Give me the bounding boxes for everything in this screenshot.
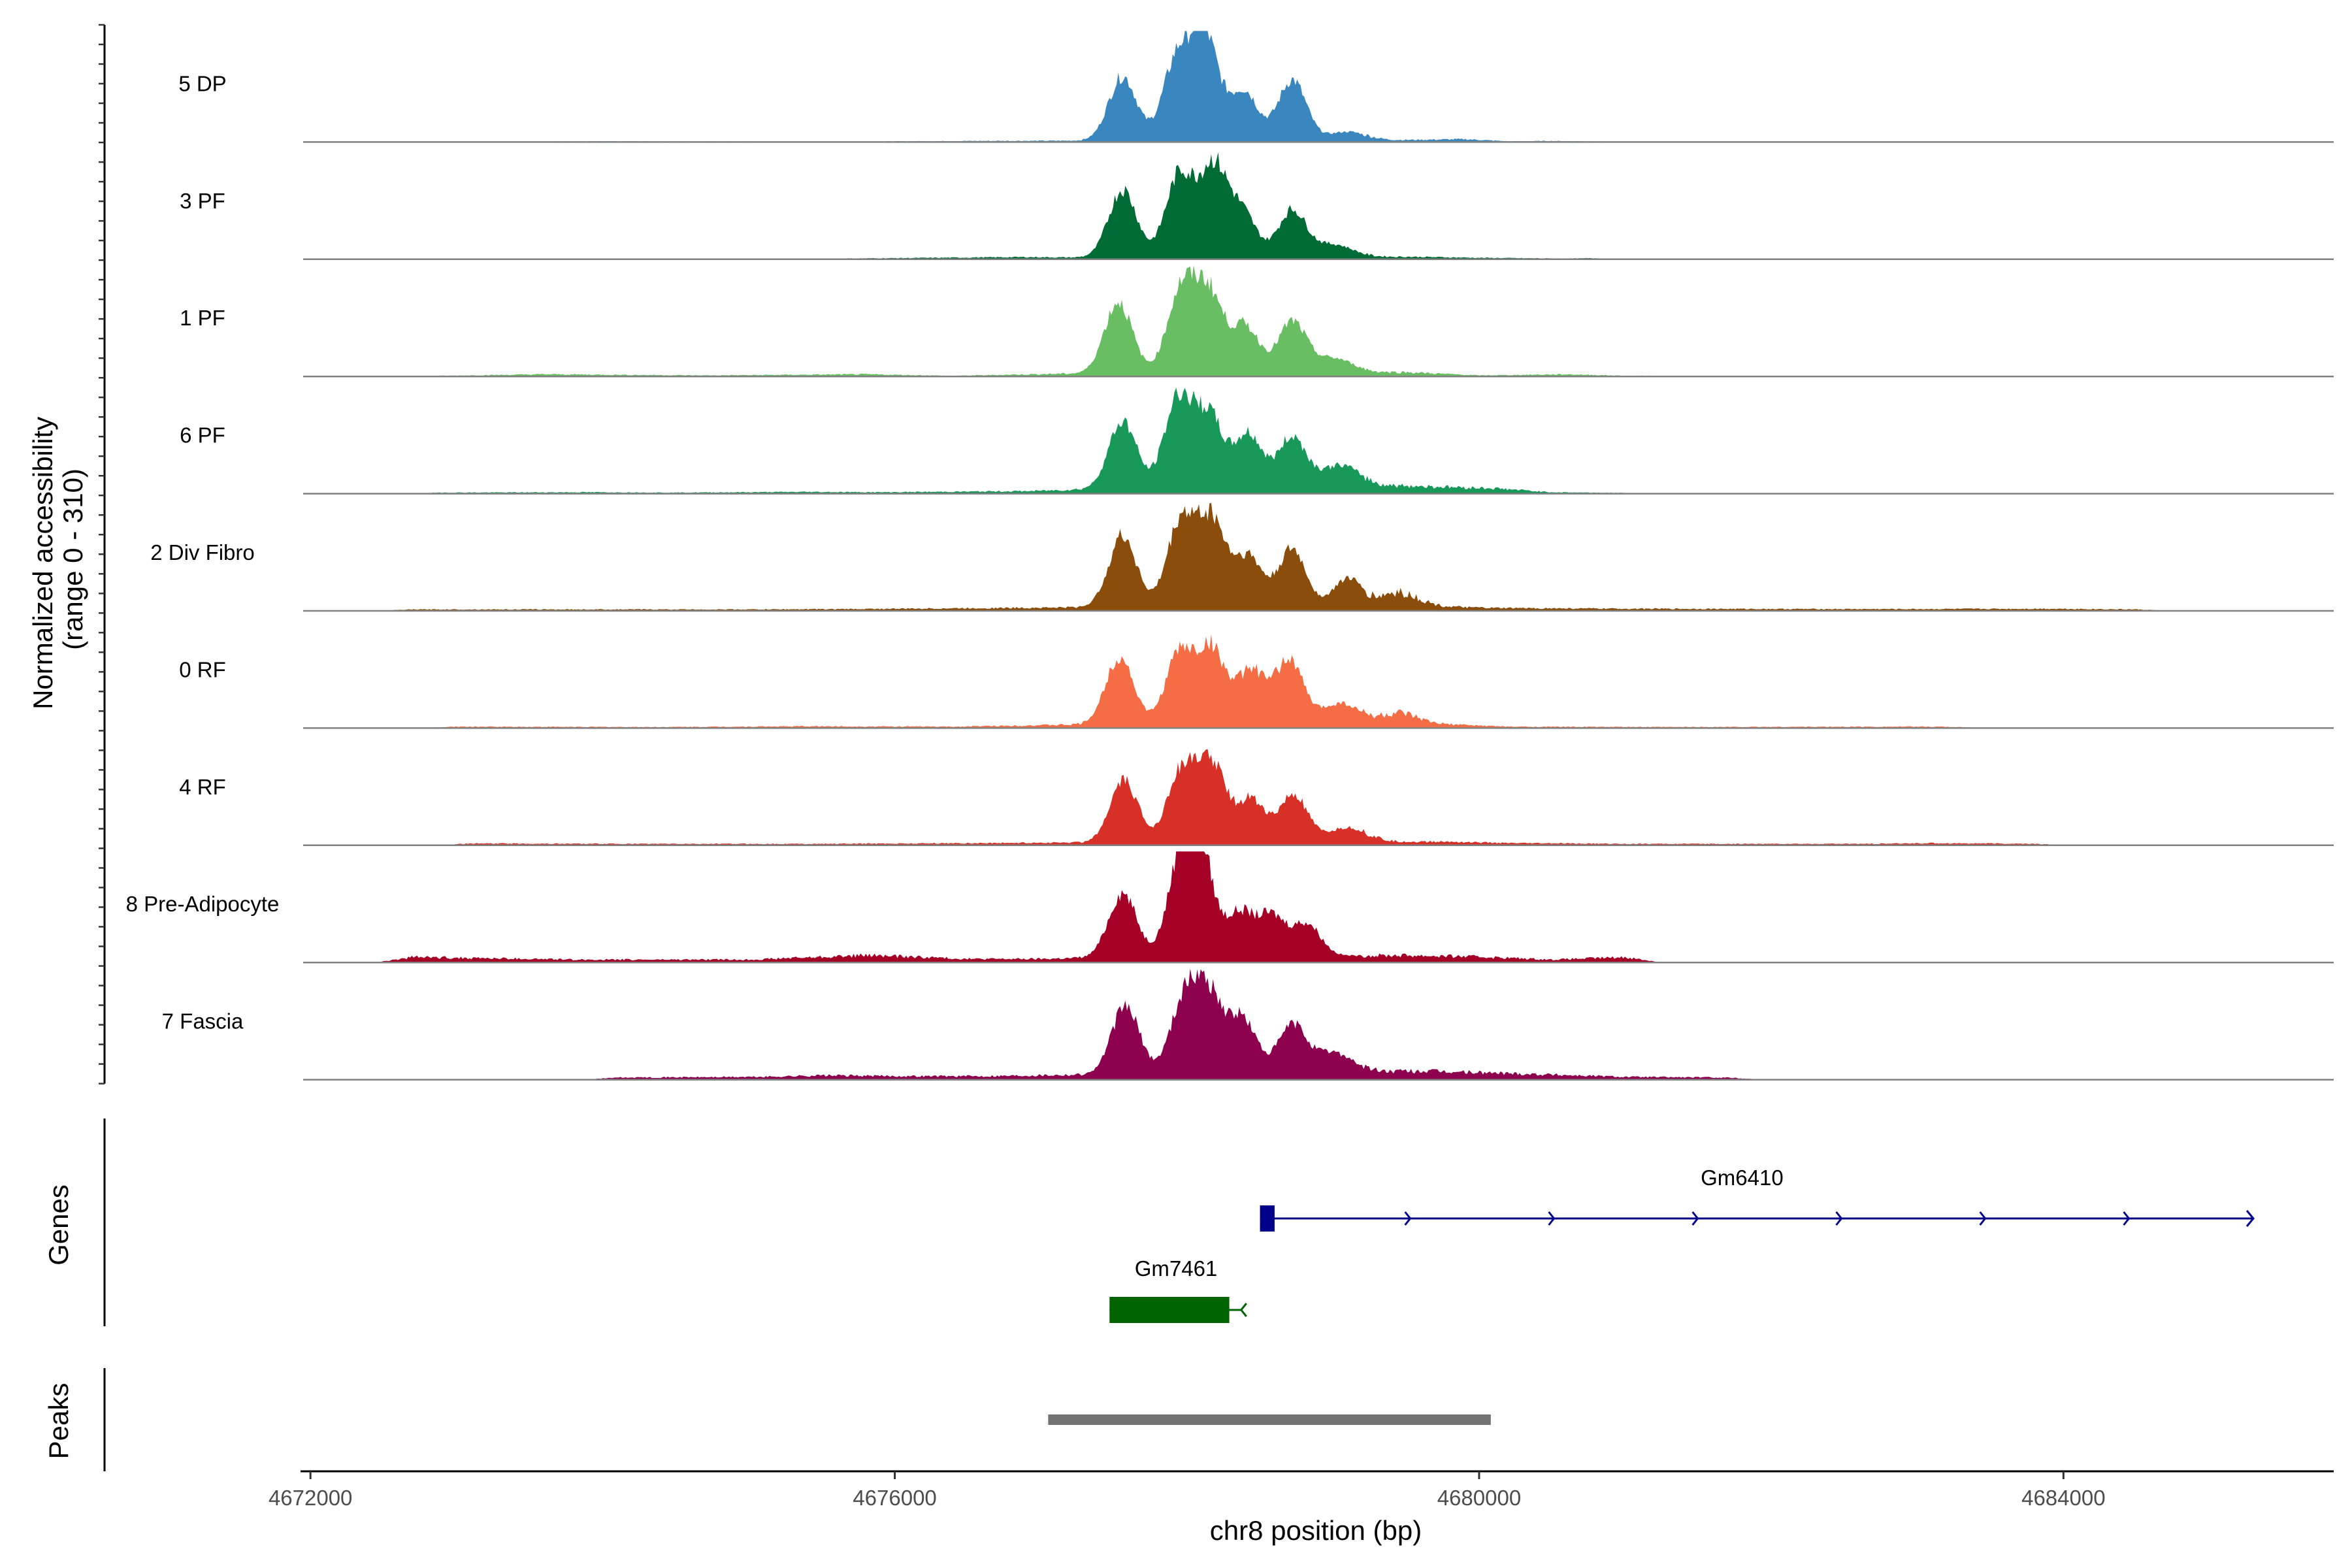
y-axis-title-line1: Normalized accessibility [27,417,58,710]
track-2-div-fibro: 2 Div Fibro [150,502,2334,612]
peak-region [1048,1414,1491,1425]
track-label: 3 PF [180,189,225,213]
track-label: 8 Pre-Adipocyte [126,892,280,916]
track-3-pf: 3 PF [180,152,2334,261]
gene-gm7461: Gm7461 [1109,1256,1247,1323]
track-signal-area [303,851,2334,963]
peaks-track [1048,1414,1491,1425]
genes-axis-title: Genes [43,1184,74,1266]
strand-arrow [1691,1211,1699,1226]
axes: 4672000 4676000 4680000 4684000 [99,24,2334,1510]
track-label: 5 DP [178,71,226,95]
strand-arrow [1835,1211,1843,1226]
track-signal-area [303,968,2334,1080]
track-label: 4 RF [179,775,226,799]
track-label: 6 PF [180,423,225,448]
track-label: 7 Fascia [162,1009,244,1034]
track-label: 0 RF [179,657,226,681]
strand-arrow [1404,1211,1412,1226]
x-tick-label: 4672000 [269,1486,352,1510]
track-signal-area [303,634,2334,728]
x-axis-title: chr8 position (bp) [1210,1515,1422,1546]
track-8-pre-adipocyte: 8 Pre-Adipocyte [126,851,2334,964]
track-0-rf: 0 RF [179,634,2334,729]
strand-arrow [2123,1211,2131,1226]
gene-gm6410: Gm6410 [1260,1166,2255,1232]
track-6-pf: 6 PF [180,387,2334,495]
y-axis-title: Normalized accessibility (range 0 - 310) [27,409,88,710]
peaks-axis-title: Peaks [43,1383,74,1460]
track-label: 2 Div Fibro [150,540,255,564]
strand-arrow [1979,1211,1987,1226]
gene-label: Gm7461 [1135,1256,1218,1281]
x-tick-label: 4684000 [2021,1486,2105,1510]
track-signal-area [303,387,2334,494]
strand-arrow [1239,1303,1247,1317]
strand-arrow [2246,1210,2255,1227]
track-5-dp: 5 DP [178,31,2334,143]
gene-annotation-track: Gm6410 Gm7461 [1109,1166,2255,1323]
gene-exon [1260,1205,1275,1232]
track-7-fascia: 7 Fascia [162,968,2334,1081]
y-axis-title-line2: (range 0 - 310) [57,468,88,650]
gene-label: Gm6410 [1701,1166,1784,1190]
x-tick-label: 4676000 [853,1486,936,1510]
gene-exon [1109,1297,1230,1323]
strand-arrow [1548,1211,1556,1226]
track-4-rf: 4 RF [179,749,2334,847]
track-label: 1 PF [180,306,225,330]
x-tick-label: 4680000 [1437,1486,1521,1510]
coverage-tracks: 5 DP 3 PF 1 PF 6 PF 2 Div Fibro 0 RF 4 RF 8 Pre… [126,31,2334,1081]
track-1-pf: 1 PF [180,265,2334,378]
